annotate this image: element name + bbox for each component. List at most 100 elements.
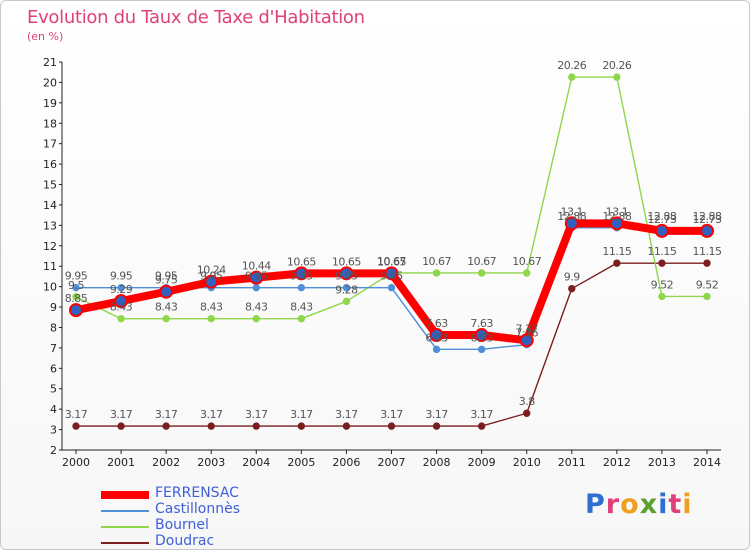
data-point-castillonnès-2001 <box>117 283 125 292</box>
data-point-ferrensac-2006 <box>339 266 354 281</box>
y-tick-label-6: 6 <box>50 362 57 375</box>
y-tick-label-18: 18 <box>43 117 57 130</box>
data-point-ferrensac-2007 <box>384 266 399 281</box>
legend-label: Castillonnès <box>155 501 241 517</box>
data-label-bournel-2001: 8.43 <box>110 301 133 314</box>
data-point-ferrensac-2005 <box>294 266 309 281</box>
data-label-bournel-2002: 8.43 <box>155 301 178 314</box>
data-label-castillonnès-2013: 12.88 <box>647 210 676 223</box>
data-point-castillonnès-2007 <box>387 283 396 292</box>
data-point-ferrensac-2010 <box>519 333 534 348</box>
data-label-doudrac-2005: 3.17 <box>290 408 313 421</box>
y-tick-label-17: 17 <box>43 138 57 151</box>
data-label-ferrensac-2009: 7.63 <box>470 317 493 330</box>
x-tick-label-2005: 2005 <box>287 456 315 469</box>
data-point-bournel-2013 <box>658 292 666 301</box>
data-point-castillonnès-2004 <box>252 283 260 292</box>
data-point-bournel-2009 <box>477 269 486 277</box>
data-label-castillonnès-2003: 9.95 <box>200 270 223 283</box>
y-tick-label-15: 15 <box>43 179 57 192</box>
y-tick-label-19: 19 <box>43 97 57 110</box>
data-point-bournel-2003 <box>207 314 215 323</box>
data-label-doudrac-2004: 3.17 <box>245 408 268 421</box>
data-label-ferrensac-2002: 9.75 <box>155 274 178 287</box>
data-point-doudrac-2000 <box>72 422 80 430</box>
x-tick-label-2007: 2007 <box>378 456 406 469</box>
data-label-ferrensac-2005: 10.65 <box>287 255 316 268</box>
data-label-castillonnès-2009: 6.93 <box>470 331 493 344</box>
data-point-ferrensac-2013 <box>654 223 669 238</box>
data-point-doudrac-2008 <box>432 422 441 430</box>
data-label-ferrensac-2004: 10.44 <box>242 260 271 273</box>
data-point-doudrac-2003 <box>207 422 215 430</box>
legend-label: FERRENSAC <box>155 485 239 501</box>
legend-swatch <box>101 542 149 544</box>
data-point-doudrac-2014 <box>703 259 711 267</box>
data-point-castillonnès-2006 <box>342 283 351 292</box>
data-label-doudrac-2011: 9.9 <box>564 271 580 284</box>
x-tick-label-2003: 2003 <box>197 456 225 469</box>
data-label-castillonnès-2014: 12.88 <box>693 210 722 223</box>
data-label-castillonnès-2010: 7.16 <box>515 327 538 340</box>
data-label-castillonnès-2006: 9.95 <box>335 270 358 283</box>
legend-item-bournel: Bournel <box>101 517 301 535</box>
data-label-ferrensac-2013: 12.73 <box>647 213 676 226</box>
data-point-ferrensac-2003 <box>204 274 219 289</box>
y-tick-label-20: 20 <box>43 76 57 89</box>
x-tick-label-2000: 2000 <box>62 456 90 469</box>
data-point-doudrac-2005 <box>297 422 306 430</box>
x-tick-label-2006: 2006 <box>332 456 360 469</box>
logo-letter: i <box>682 489 693 520</box>
y-tick-label-16: 16 <box>43 158 57 171</box>
logo-letter: t <box>668 489 683 520</box>
x-tick-label-2011: 2011 <box>558 456 586 469</box>
data-point-castillonnès-2009 <box>477 345 486 354</box>
data-point-ferrensac-2014 <box>700 223 714 238</box>
data-label-bournel-2011: 20.26 <box>557 59 586 72</box>
x-tick-label-2009: 2009 <box>468 456 496 469</box>
data-label-bournel-2014: 9.52 <box>696 278 719 291</box>
data-label-ferrensac-2008: 7.63 <box>425 317 448 330</box>
x-tick-label-2013: 2013 <box>648 456 676 469</box>
data-label-doudrac-2012: 11.15 <box>602 245 631 258</box>
y-tick-label-8: 8 <box>50 321 57 334</box>
logo-letter: x <box>639 489 659 520</box>
data-label-castillonnès-2001: 9.95 <box>110 270 133 283</box>
y-tick-label-9: 9 <box>50 301 57 314</box>
legend-swatch <box>101 526 149 528</box>
data-label-bournel-2005: 8.43 <box>290 301 313 314</box>
x-tick-label-2012: 2012 <box>603 456 631 469</box>
data-label-doudrac-2010: 3.8 <box>519 395 535 408</box>
y-tick-label-11: 11 <box>43 260 57 273</box>
y-tick-label-13: 13 <box>43 219 57 232</box>
data-label-doudrac-2009: 3.17 <box>470 408 493 421</box>
data-label-castillonnès-2004: 9.95 <box>245 270 268 283</box>
data-point-bournel-2002 <box>162 314 170 323</box>
data-label-ferrensac-2010: 7.37 <box>515 322 538 335</box>
y-tick-label-5: 5 <box>50 383 57 396</box>
legend-item-doudrac: Doudrac <box>101 533 301 551</box>
logo-letter: i <box>658 489 669 520</box>
data-point-doudrac-2007 <box>387 422 396 430</box>
data-point-ferrensac-2004 <box>249 270 264 285</box>
data-point-ferrensac-2011 <box>564 216 579 231</box>
logo-letter: r <box>605 489 621 520</box>
logo-letter: P <box>585 489 606 520</box>
data-point-bournel-2010 <box>523 269 531 277</box>
data-label-bournel-2006: 9.28 <box>335 283 358 296</box>
data-point-bournel-2006 <box>342 297 351 306</box>
data-label-doudrac-2007: 3.17 <box>380 408 403 421</box>
data-point-bournel-2001 <box>117 314 125 323</box>
data-label-castillonnès-2005: 9.95 <box>290 270 313 283</box>
data-label-doudrac-2014: 11.15 <box>693 245 722 258</box>
data-point-ferrensac-2000 <box>69 303 83 318</box>
data-label-ferrensac-2012: 13.1 <box>606 205 629 218</box>
y-tick-label-14: 14 <box>43 199 57 212</box>
data-label-ferrensac-2001: 9.29 <box>110 283 133 296</box>
x-tick-label-2010: 2010 <box>513 456 541 469</box>
x-tick-label-2014: 2014 <box>693 456 721 469</box>
data-point-ferrensac-2008 <box>429 328 444 343</box>
data-label-bournel-2003: 8.43 <box>200 301 223 314</box>
